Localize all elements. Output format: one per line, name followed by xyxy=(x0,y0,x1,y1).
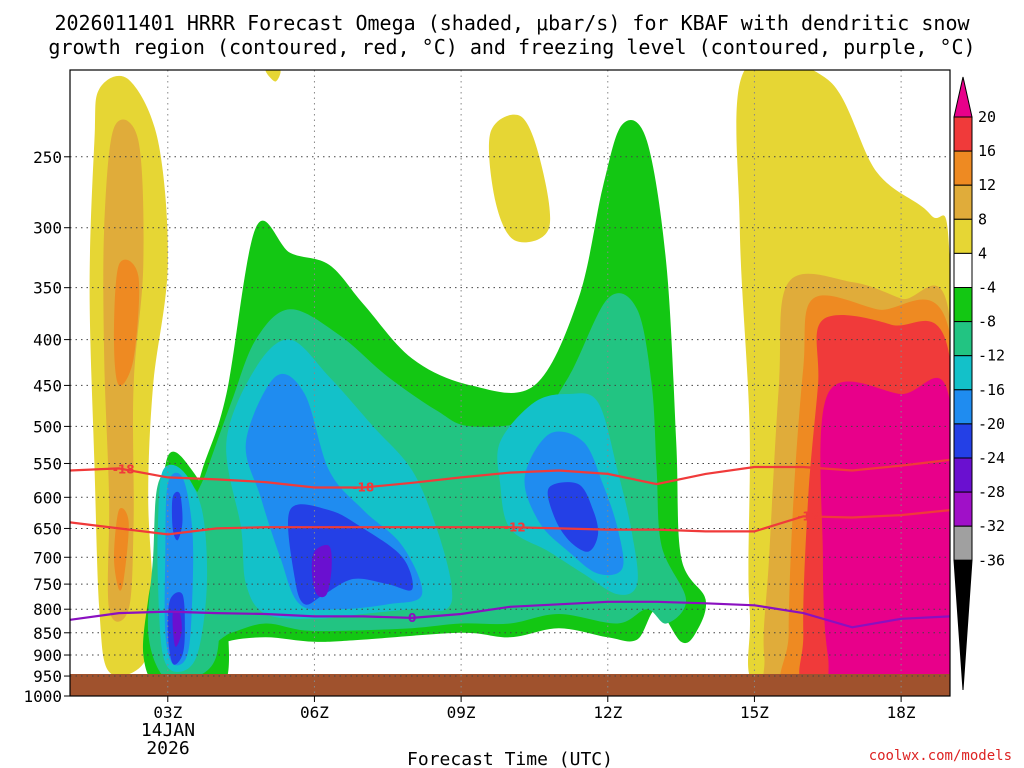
x-tick-label-4: 15Z xyxy=(740,703,769,722)
colorbar-label-6: -8 xyxy=(978,313,996,331)
contour-label-1-1: -12 xyxy=(797,509,819,523)
plot-frame xyxy=(69,69,951,697)
contour-label-0-1: -18 xyxy=(352,480,374,494)
colorbar-label-13: -36 xyxy=(978,551,1005,569)
omega-region-24 xyxy=(547,482,599,552)
colorbar-segment-11 xyxy=(953,457,973,493)
colorbar-segment-8 xyxy=(953,355,973,391)
y-tick-label-0: 250 xyxy=(33,148,62,167)
omega-region-2 xyxy=(488,114,551,243)
chart-title-line1: 2026011401 HRRR Forecast Omega (shaded, … xyxy=(54,11,970,35)
colorbar-segment-10 xyxy=(953,423,973,459)
contour-label-2-0: 0 xyxy=(408,611,416,625)
y-tick-label-15: 1000 xyxy=(23,687,62,706)
colorbar-segment-13 xyxy=(953,525,973,561)
date-label-day: 14JAN xyxy=(141,720,195,741)
colorbar-label-3: 8 xyxy=(978,210,987,228)
x-tick-label-1: 06Z xyxy=(300,703,329,722)
plot-area: -18 -18 -12 -12 0 xyxy=(69,69,951,697)
colorbar-label-11: -28 xyxy=(978,483,1005,501)
temperature-contours xyxy=(70,458,950,629)
colorbar-segment-2 xyxy=(953,150,973,186)
omega-region-5 xyxy=(265,70,281,82)
colorbar-label-2: 12 xyxy=(978,176,996,194)
contour-line-0 xyxy=(70,458,950,489)
x-tick-label-0: 03Z xyxy=(153,703,182,722)
y-tick-label-14: 950 xyxy=(33,667,62,686)
x-tick-label-5: 18Z xyxy=(887,703,916,722)
y-tick-label-9: 700 xyxy=(33,548,62,567)
colorbar: 20 16 12 8 4 -4 -8 -12 -16 -20 -24 -28 -32 -36 xyxy=(953,76,1005,691)
colorbar-label-12: -32 xyxy=(978,517,1005,535)
colorbar-bottom-arrow xyxy=(953,559,973,691)
colorbar-segment-7 xyxy=(953,321,973,357)
chart-title-line2: growth region (contoured, red, °C) and f… xyxy=(48,35,975,59)
colorbar-segment-4 xyxy=(953,218,973,254)
colorbar-label-5: -4 xyxy=(978,279,996,297)
x-axis-time-ticks: 03Z 06Z 09Z 12Z 15Z 18Z xyxy=(153,696,916,722)
y-tick-label-3: 400 xyxy=(33,331,62,350)
colorbar-segment-12 xyxy=(953,491,973,527)
credit-text: coolwx.com/models xyxy=(869,748,1012,764)
y-tick-label-4: 450 xyxy=(33,376,62,395)
colorbar-label-10: -24 xyxy=(978,449,1005,467)
contour-labels: -18 -18 -12 -12 0 xyxy=(113,462,819,625)
omega-region-28 xyxy=(172,610,182,647)
colorbar-segment-6 xyxy=(953,287,973,323)
contour-label-0-0: -18 xyxy=(113,462,135,476)
y-tick-label-7: 600 xyxy=(33,488,62,507)
y-axis-pressure-ticks: 250 300 350 400 450 500 550 600 650 700 750 800 850 9… xyxy=(23,148,70,706)
date-label-year: 2026 xyxy=(146,738,189,759)
contour-line-2 xyxy=(70,600,950,629)
omega-region-12 xyxy=(820,377,950,696)
x-tick-label-3: 12Z xyxy=(593,703,622,722)
colorbar-segment-3 xyxy=(953,184,973,220)
y-tick-label-6: 550 xyxy=(33,454,62,473)
colorbar-label-0: 20 xyxy=(978,108,996,126)
colorbar-label-4: 4 xyxy=(978,244,987,262)
grid-lines xyxy=(70,70,950,696)
x-axis-label: Forecast Time (UTC) xyxy=(407,749,613,768)
colorbar-label-8: -16 xyxy=(978,381,1005,399)
colorbar-segment-1 xyxy=(953,116,973,152)
y-tick-label-13: 900 xyxy=(33,646,62,665)
omega-region-8 xyxy=(114,259,140,386)
colorbar-segment-9 xyxy=(953,389,973,425)
colorbar-segment-5 xyxy=(953,252,973,288)
y-tick-label-2: 350 xyxy=(33,279,62,298)
colorbar-label-7: -12 xyxy=(978,347,1005,365)
ground-surface xyxy=(70,674,950,696)
y-tick-label-8: 650 xyxy=(33,519,62,538)
y-tick-label-11: 800 xyxy=(33,600,62,619)
colorbar-top-arrow xyxy=(953,76,973,118)
contour-label-1-0: -12 xyxy=(504,520,526,534)
x-tick-label-2: 09Z xyxy=(447,703,476,722)
y-tick-label-12: 850 xyxy=(33,624,62,643)
colorbar-label-9: -20 xyxy=(978,415,1005,433)
colorbar-label-1: 16 xyxy=(978,142,996,160)
contour-line-1 xyxy=(70,509,950,536)
y-tick-label-10: 750 xyxy=(33,575,62,594)
y-tick-label-5: 500 xyxy=(33,417,62,436)
omega-shaded-regions xyxy=(89,70,950,696)
y-tick-label-1: 300 xyxy=(33,219,62,238)
omega-region-27 xyxy=(311,545,332,598)
